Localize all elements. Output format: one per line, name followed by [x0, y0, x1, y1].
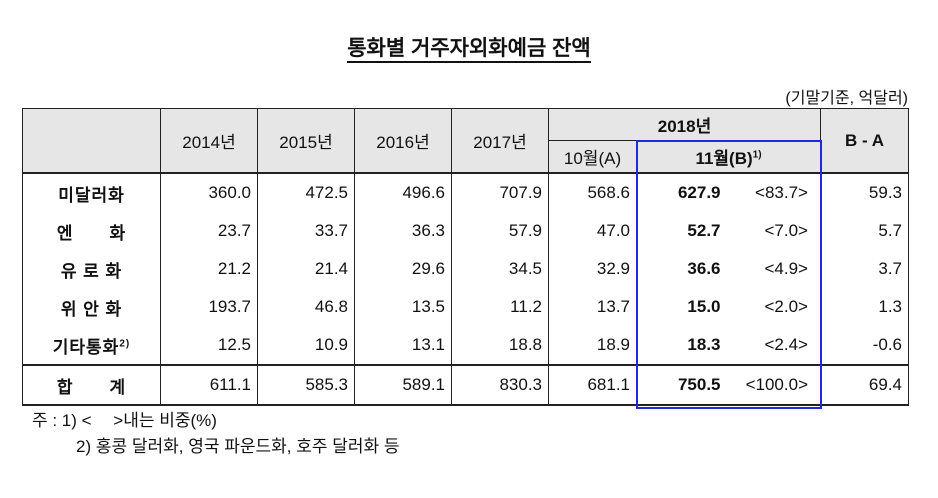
value-cell: 13.7 [548, 288, 637, 326]
value-cell: 12.5 [160, 326, 258, 365]
value-cell: 472.5 [257, 173, 355, 212]
header-blank [22, 108, 161, 174]
value-cell: 18.9 [548, 326, 637, 365]
value-cell: 32.9 [548, 250, 637, 288]
header-oct: 10월(A) [548, 140, 637, 174]
nov-value-cell: 36.6 [636, 250, 725, 288]
deposit-balance-table: 2014년 2015년 2016년 2017년 2018년 B - A 10월(… [22, 108, 909, 406]
share-cell: <100.0> [724, 364, 821, 406]
footnote-2: 2) 홍콩 달러화, 영국 파운드화, 호주 달러화 등 [76, 437, 400, 456]
nov-value-cell: 750.5 [636, 364, 725, 406]
value-cell: 57.9 [451, 212, 549, 250]
footnotes: 주 : 1) < >내는 비중(%) 2) 홍콩 달러화, 영국 파운드화, 호… [32, 408, 400, 460]
header-2016: 2016년 [354, 108, 452, 174]
value-cell: 830.3 [451, 364, 549, 406]
value-cell: 29.6 [354, 250, 452, 288]
diff-cell: 5.7 [820, 212, 909, 250]
document-title: 통화별 거주자외화예금 잔액 [0, 32, 938, 63]
diff-cell: 3.7 [820, 250, 909, 288]
table-row: 위 안 화 193.7 46.8 13.5 11.2 13.7 15.0 <2.0> 1.3 [22, 288, 909, 326]
nov-value-cell: 52.7 [636, 212, 725, 250]
row-label: 합 계 [22, 364, 161, 406]
nov-value-cell: 627.9 [636, 173, 725, 212]
row-label: 유 로 화 [22, 250, 161, 288]
row-label: 미달러화 [22, 173, 161, 212]
row-label: 위 안 화 [22, 288, 161, 326]
value-cell: 585.3 [257, 364, 355, 406]
share-cell: <2.4> [724, 326, 821, 365]
value-cell: 496.6 [354, 173, 452, 212]
value-cell: 589.1 [354, 364, 452, 406]
value-cell: 11.2 [451, 288, 549, 326]
value-cell: 21.4 [257, 250, 355, 288]
header-nov: 11월(B)1) [636, 140, 821, 174]
value-cell: 46.8 [257, 288, 355, 326]
value-cell: 13.5 [354, 288, 452, 326]
value-cell: 10.9 [257, 326, 355, 365]
share-cell: <2.0> [724, 288, 821, 326]
total-row: 합 계 611.1 585.3 589.1 830.3 681.1 750.5 <100.0>… [22, 364, 909, 406]
value-cell: 13.1 [354, 326, 452, 365]
table-row: 미달러화 360.0 472.5 496.6 707.9 568.6 627.9 <83.7>… [22, 173, 909, 212]
header-2018: 2018년 [548, 108, 821, 141]
value-cell: 360.0 [160, 173, 258, 212]
header-diff: B - A [820, 108, 909, 174]
value-cell: 568.6 [548, 173, 637, 212]
value-cell: 34.5 [451, 250, 549, 288]
value-cell: 681.1 [548, 364, 637, 406]
value-cell: 47.0 [548, 212, 637, 250]
row-label: 기타통화2) [22, 326, 161, 365]
footnote-1: 주 : 1) < >내는 비중(%) [32, 411, 217, 430]
value-cell: 21.2 [160, 250, 258, 288]
diff-cell: 1.3 [820, 288, 909, 326]
header-2017: 2017년 [451, 108, 549, 174]
table-row: 유 로 화 21.2 21.4 29.6 34.5 32.9 36.6 <4.9> 3.7 [22, 250, 909, 288]
nov-value-cell: 15.0 [636, 288, 725, 326]
diff-cell: -0.6 [820, 326, 909, 365]
share-cell: <4.9> [724, 250, 821, 288]
nov-value-cell: 18.3 [636, 326, 725, 365]
table-row: 기타통화2) 12.5 10.9 13.1 18.8 18.9 18.3 <2.4> -0.6 [22, 326, 909, 365]
table-row: 엔 화 23.7 33.7 36.3 57.9 47.0 52.7 <7.0> 5.7 [22, 212, 909, 250]
value-cell: 707.9 [451, 173, 549, 212]
diff-cell: 69.4 [820, 364, 909, 406]
value-cell: 33.7 [257, 212, 355, 250]
value-cell: 193.7 [160, 288, 258, 326]
value-cell: 18.8 [451, 326, 549, 365]
header-2015: 2015년 [257, 108, 355, 174]
value-cell: 36.3 [354, 212, 452, 250]
row-label: 엔 화 [22, 212, 161, 250]
value-cell: 611.1 [160, 364, 258, 406]
unit-label: (기말기준, 억달러) [785, 90, 908, 107]
diff-cell: 59.3 [820, 173, 909, 212]
header-2014: 2014년 [160, 108, 258, 174]
share-cell: <83.7> [724, 173, 821, 212]
share-cell: <7.0> [724, 212, 821, 250]
value-cell: 23.7 [160, 212, 258, 250]
